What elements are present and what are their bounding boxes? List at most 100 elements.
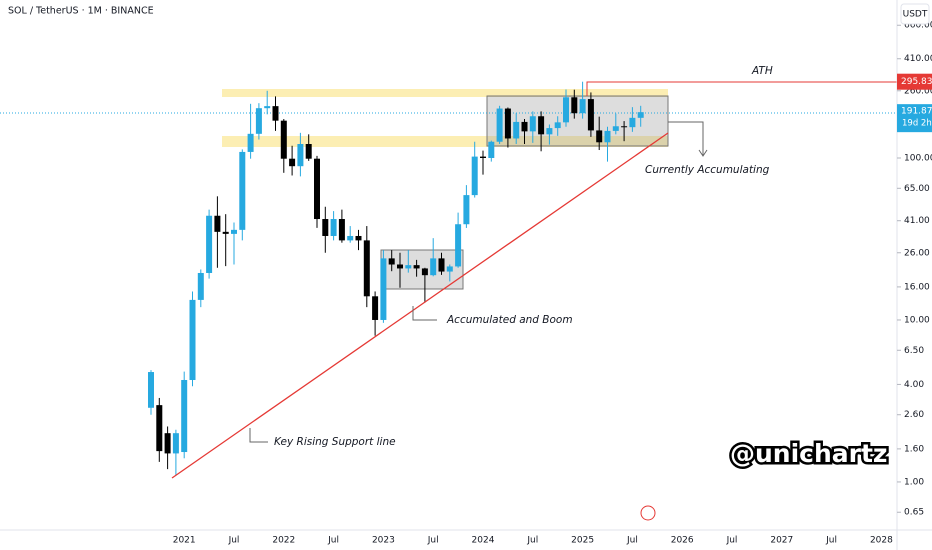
candle-body bbox=[430, 258, 437, 276]
candle-body bbox=[231, 229, 237, 234]
candle-body bbox=[579, 99, 586, 114]
candle-body bbox=[372, 296, 379, 320]
y-tick-label: 260.00 bbox=[904, 86, 932, 96]
candles bbox=[148, 81, 644, 476]
candle-body bbox=[388, 258, 395, 265]
candle-body bbox=[546, 128, 553, 135]
resistance-zone bbox=[222, 89, 668, 97]
x-tick-label: 2028 bbox=[870, 536, 893, 546]
candle-body bbox=[471, 156, 478, 196]
candle-body bbox=[596, 130, 603, 143]
y-tick-label: 2.60 bbox=[904, 410, 924, 420]
arrow-head bbox=[698, 149, 708, 157]
candle-body bbox=[637, 112, 644, 118]
candle-body bbox=[172, 433, 179, 454]
x-tick-label: 2022 bbox=[272, 536, 295, 546]
currency: USDT bbox=[903, 10, 928, 20]
ath-line bbox=[586, 81, 897, 96]
ath-price-label: 295.83 bbox=[901, 77, 932, 87]
candle-body bbox=[189, 299, 196, 380]
candle-body bbox=[197, 272, 204, 300]
candle-body bbox=[330, 219, 337, 236]
candle-body bbox=[563, 97, 569, 123]
candle-body bbox=[355, 235, 362, 241]
y-tick-label: 1.60 bbox=[904, 444, 924, 454]
candle-body bbox=[247, 133, 254, 152]
currency-box bbox=[900, 3, 930, 25]
y-tick-label: 6.50 bbox=[904, 346, 924, 356]
candle-body bbox=[305, 144, 312, 159]
candle-body bbox=[181, 379, 188, 453]
candle-body bbox=[504, 108, 511, 139]
y-tick-label: 65.00 bbox=[904, 184, 930, 194]
candle-body bbox=[347, 235, 354, 241]
y-tick-label: 26.00 bbox=[904, 248, 930, 258]
candle-body bbox=[604, 130, 611, 143]
candle-body bbox=[571, 97, 578, 114]
x-tick-label: Jul bbox=[526, 536, 538, 546]
y-tick-label: 100.00 bbox=[904, 153, 932, 163]
candle-body bbox=[629, 117, 636, 128]
arrow bbox=[412, 306, 437, 321]
candle-body bbox=[255, 108, 262, 134]
x-tick-label: Jul bbox=[825, 536, 837, 546]
x-tick-label: Jul bbox=[726, 536, 738, 546]
candle-body bbox=[239, 151, 246, 230]
watermark: @unichartz bbox=[730, 439, 887, 468]
candle-body bbox=[538, 116, 545, 135]
candle-body bbox=[314, 158, 320, 220]
candle-body bbox=[496, 108, 503, 142]
candle-body bbox=[289, 158, 296, 167]
axis-labels: 0.65 1.00 1.60 2.60 4.00 6.50 10.00 16.00 26.00 4… bbox=[173, 21, 932, 546]
candle-body bbox=[156, 405, 163, 452]
candle-body bbox=[554, 122, 561, 129]
y-tick-label: 10.00 bbox=[904, 315, 930, 325]
support-trendline bbox=[171, 132, 669, 479]
candle-body bbox=[513, 121, 520, 139]
y-tick-label: 410.00 bbox=[904, 54, 932, 64]
last-price-label: 191.87 bbox=[901, 107, 932, 117]
candle-body bbox=[612, 126, 619, 131]
y-tick-label: 660.00 bbox=[904, 21, 932, 31]
candle-body bbox=[206, 215, 213, 273]
ath-price-box bbox=[897, 73, 932, 90]
countdown-label: 19d 2h bbox=[902, 119, 932, 129]
arrow bbox=[668, 121, 704, 155]
x-tick-label: Jul bbox=[228, 536, 240, 546]
candle-body bbox=[446, 266, 453, 272]
candle-body bbox=[380, 258, 387, 320]
annotation: ATH bbox=[751, 65, 773, 77]
candle-body bbox=[621, 126, 628, 128]
candle-body bbox=[488, 141, 495, 158]
x-tick-label: 2027 bbox=[770, 536, 793, 546]
candle-body bbox=[529, 116, 536, 132]
candle-body bbox=[322, 219, 329, 236]
y-tick-label: 41.00 bbox=[904, 216, 930, 226]
x-tick-label: Jul bbox=[626, 536, 638, 546]
candle-body bbox=[438, 258, 445, 272]
candle-body bbox=[421, 268, 428, 276]
annotation: Currently Accumulating bbox=[645, 164, 770, 176]
arrow bbox=[249, 428, 268, 443]
candle-body bbox=[272, 106, 279, 121]
candle-body bbox=[480, 156, 486, 158]
candle-body bbox=[521, 121, 528, 132]
candle-body bbox=[363, 240, 370, 297]
candle-body bbox=[338, 219, 345, 241]
x-tick-label: Jul bbox=[427, 536, 439, 546]
x-tick-label: 2026 bbox=[671, 536, 694, 546]
y-tick-label: 0.65 bbox=[904, 508, 924, 518]
candle-body bbox=[413, 265, 420, 269]
candle-body bbox=[222, 231, 229, 234]
candle-body bbox=[214, 215, 221, 232]
event-icon bbox=[640, 505, 656, 521]
x-tick-label: 2021 bbox=[173, 536, 196, 546]
candle-body bbox=[164, 433, 171, 454]
support-zone bbox=[222, 136, 668, 147]
candle-body bbox=[587, 99, 594, 131]
x-tick-label: Jul bbox=[327, 536, 339, 546]
candle-body bbox=[463, 195, 470, 225]
y-tick-label: 16.00 bbox=[904, 282, 930, 292]
candle-body bbox=[405, 265, 412, 269]
